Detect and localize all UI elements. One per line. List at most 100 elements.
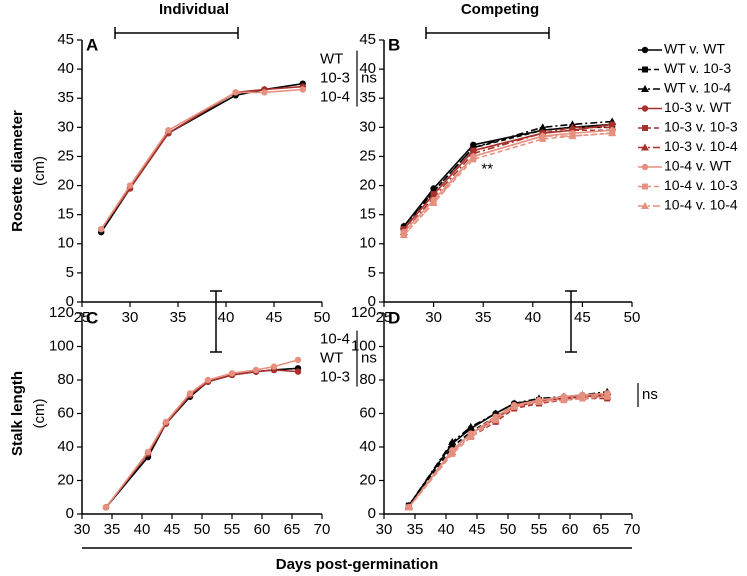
marker — [466, 431, 475, 439]
x-tick-label: 70 — [624, 521, 641, 538]
marker — [448, 448, 457, 456]
marker — [294, 368, 302, 375]
y-tick-label: 25 — [359, 147, 376, 164]
x-tick-label: 45 — [164, 521, 181, 538]
x-tick-label: 35 — [475, 309, 492, 326]
marker — [608, 129, 617, 137]
panel-label: A — [86, 35, 98, 54]
legend-marker — [642, 66, 648, 73]
marker — [448, 437, 457, 445]
marker — [228, 370, 236, 377]
marker — [568, 123, 577, 131]
legend-label: WT v. WT — [664, 41, 725, 57]
x-tick-label: 65 — [284, 521, 301, 538]
y-tick-label: 45 — [359, 31, 376, 48]
series-end-label: WT — [320, 350, 343, 367]
y-tick-label: 35 — [359, 89, 376, 106]
y-tick-label: 100 — [351, 337, 376, 354]
series-line — [403, 132, 613, 236]
x-tick-label: 50 — [194, 521, 211, 538]
legend-marker — [641, 163, 649, 171]
marker — [535, 397, 543, 405]
series-line — [403, 123, 613, 227]
series-end-label: 10-3 — [320, 70, 350, 87]
y-tick-label: 40 — [359, 438, 376, 455]
panel-label: D — [388, 308, 400, 327]
marker — [252, 366, 260, 374]
x-tick-label: 35 — [170, 309, 187, 326]
x-tick-label: 30 — [122, 309, 139, 326]
series-end-label: 10-3 — [320, 369, 350, 386]
x-tick-label: 45 — [266, 309, 283, 326]
y-axis-label: Rosette diameter — [9, 110, 26, 232]
series-line — [403, 132, 613, 236]
y-axis-label: (cm) — [31, 156, 48, 186]
marker — [270, 363, 278, 370]
y-tick-label: 15 — [57, 206, 74, 223]
y-tick-label: 100 — [49, 337, 74, 354]
y-tick-label: 10 — [57, 235, 74, 252]
marker — [144, 448, 152, 456]
y-tick-label: 60 — [359, 404, 376, 421]
series-line — [403, 126, 613, 233]
x-tick-label: 40 — [438, 521, 455, 538]
series-line — [403, 120, 613, 227]
legend-marker — [642, 125, 648, 131]
marker — [538, 132, 547, 140]
y-tick-label: 20 — [57, 471, 74, 488]
marker — [538, 123, 547, 131]
marker — [510, 402, 519, 410]
x-tick-label: 50 — [624, 309, 641, 326]
y-tick-label: 10 — [359, 235, 376, 252]
x-tick-label: 30 — [376, 521, 393, 538]
marker — [126, 182, 134, 189]
marker — [603, 391, 612, 399]
marker — [404, 503, 413, 511]
marker — [559, 394, 568, 402]
y-tick-label: 20 — [57, 177, 74, 194]
legend-marker — [642, 183, 648, 190]
brackets — [82, 27, 632, 549]
series-line — [100, 88, 303, 230]
series-line — [105, 359, 299, 508]
y-tick-label: 5 — [66, 264, 74, 281]
y-tick-label: 80 — [359, 371, 376, 388]
x-tick-label: 30 — [425, 309, 442, 326]
legend-marker — [641, 202, 649, 209]
x-tick-label: 65 — [593, 521, 610, 538]
x-tick-label: 40 — [524, 309, 541, 326]
y-tick-label: 120 — [351, 304, 376, 321]
y-tick-label: 40 — [57, 438, 74, 455]
marker — [98, 226, 105, 233]
y-tick-label: 60 — [57, 404, 74, 421]
x-tick-label: 40 — [218, 309, 235, 326]
marker — [491, 414, 500, 422]
annotation: ns — [361, 70, 377, 87]
y-axis-label: (cm) — [31, 399, 48, 429]
legend-marker — [641, 143, 649, 151]
legend-marker — [641, 85, 649, 92]
y-tick-label: 0 — [368, 505, 376, 522]
marker — [399, 231, 408, 239]
series-line — [403, 129, 613, 230]
marker — [162, 418, 170, 426]
marker — [299, 86, 306, 93]
legend-label: 10-4 v. 10-3 — [664, 177, 738, 193]
marker — [449, 444, 456, 450]
series-line — [100, 85, 303, 230]
y-tick-label: 0 — [66, 505, 74, 522]
marker — [186, 390, 194, 397]
marker — [294, 356, 302, 364]
legend-label: WT v. 10-3 — [664, 60, 731, 76]
legend-label: 10-3 v. 10-3 — [664, 119, 738, 135]
y-tick-label: 40 — [57, 60, 74, 77]
marker — [232, 89, 239, 96]
marker — [102, 504, 110, 511]
y-tick-label: 20 — [359, 471, 376, 488]
x-tick-label: 40 — [134, 521, 151, 538]
series-line — [105, 369, 299, 508]
y-tick-label: 15 — [359, 206, 376, 223]
x-tick-label: 70 — [314, 521, 331, 538]
